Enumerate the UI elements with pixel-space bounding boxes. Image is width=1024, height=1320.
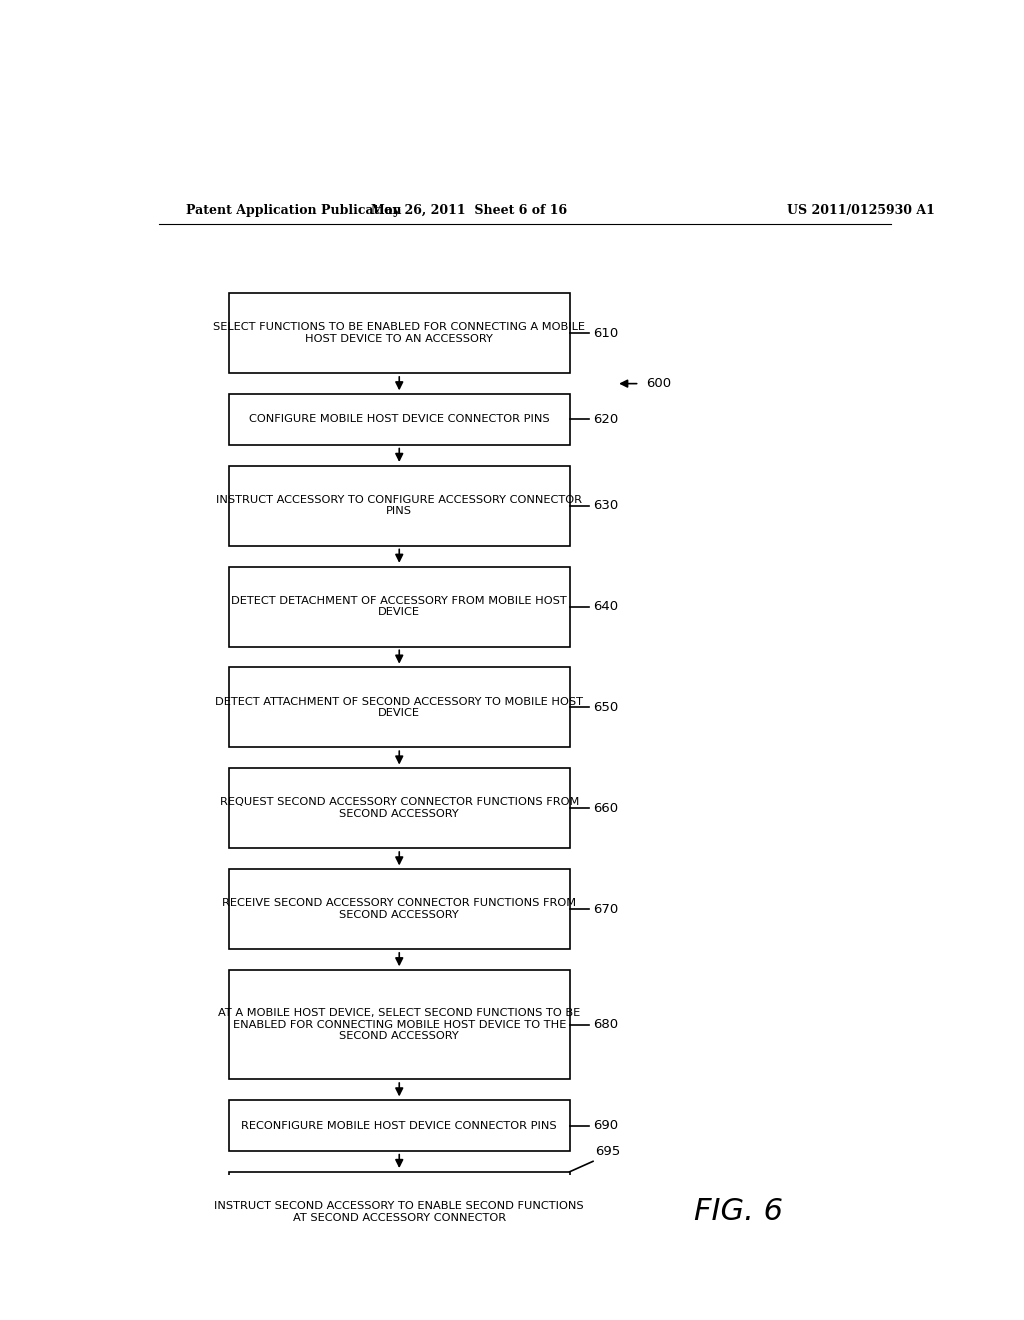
Text: AT A MOBILE HOST DEVICE, SELECT SECOND FUNCTIONS TO BE
ENABLED FOR CONNECTING MO: AT A MOBILE HOST DEVICE, SELECT SECOND F…: [218, 1008, 581, 1041]
Bar: [228, 1172, 569, 1251]
Text: 610: 610: [593, 326, 618, 339]
Text: 630: 630: [593, 499, 618, 512]
Bar: [228, 293, 569, 374]
Bar: [228, 566, 569, 647]
Text: 670: 670: [593, 903, 618, 916]
Text: REQUEST SECOND ACCESSORY CONNECTOR FUNCTIONS FROM
SECOND ACCESSORY: REQUEST SECOND ACCESSORY CONNECTOR FUNCT…: [219, 797, 579, 820]
Text: US 2011/0125930 A1: US 2011/0125930 A1: [786, 205, 935, 218]
Text: FIG. 6: FIG. 6: [693, 1197, 782, 1226]
Text: DETECT DETACHMENT OF ACCESSORY FROM MOBILE HOST
DEVICE: DETECT DETACHMENT OF ACCESSORY FROM MOBI…: [231, 595, 567, 618]
Text: CONFIGURE MOBILE HOST DEVICE CONNECTOR PINS: CONFIGURE MOBILE HOST DEVICE CONNECTOR P…: [249, 414, 550, 425]
Text: INSTRUCT ACCESSORY TO CONFIGURE ACCESSORY CONNECTOR
PINS: INSTRUCT ACCESSORY TO CONFIGURE ACCESSOR…: [216, 495, 583, 516]
Text: 680: 680: [593, 1018, 618, 1031]
Text: INSTRUCT SECOND ACCESSORY TO ENABLE SECOND FUNCTIONS
AT SECOND ACCESSORY CONNECT: INSTRUCT SECOND ACCESSORY TO ENABLE SECO…: [214, 1201, 584, 1222]
Text: 660: 660: [593, 801, 618, 814]
Text: 690: 690: [593, 1119, 618, 1133]
Text: 620: 620: [593, 413, 618, 426]
Bar: [228, 768, 569, 849]
Text: 600: 600: [646, 378, 671, 391]
Bar: [228, 869, 569, 949]
Text: RECEIVE SECOND ACCESSORY CONNECTOR FUNCTIONS FROM
SECOND ACCESSORY: RECEIVE SECOND ACCESSORY CONNECTOR FUNCT…: [222, 899, 577, 920]
Bar: [228, 1100, 569, 1151]
Text: 650: 650: [593, 701, 618, 714]
Text: 695: 695: [595, 1146, 621, 1158]
Text: May 26, 2011  Sheet 6 of 16: May 26, 2011 Sheet 6 of 16: [371, 205, 567, 218]
Text: DETECT ATTACHMENT OF SECOND ACCESSORY TO MOBILE HOST
DEVICE: DETECT ATTACHMENT OF SECOND ACCESSORY TO…: [215, 697, 584, 718]
Bar: [228, 395, 569, 445]
Text: SELECT FUNCTIONS TO BE ENABLED FOR CONNECTING A MOBILE
HOST DEVICE TO AN ACCESSO: SELECT FUNCTIONS TO BE ENABLED FOR CONNE…: [213, 322, 586, 345]
Bar: [228, 970, 569, 1080]
Text: RECONFIGURE MOBILE HOST DEVICE CONNECTOR PINS: RECONFIGURE MOBILE HOST DEVICE CONNECTOR…: [242, 1121, 557, 1130]
Text: 640: 640: [593, 601, 618, 612]
Bar: [228, 668, 569, 747]
Bar: [228, 466, 569, 545]
Text: Patent Application Publication: Patent Application Publication: [186, 205, 401, 218]
